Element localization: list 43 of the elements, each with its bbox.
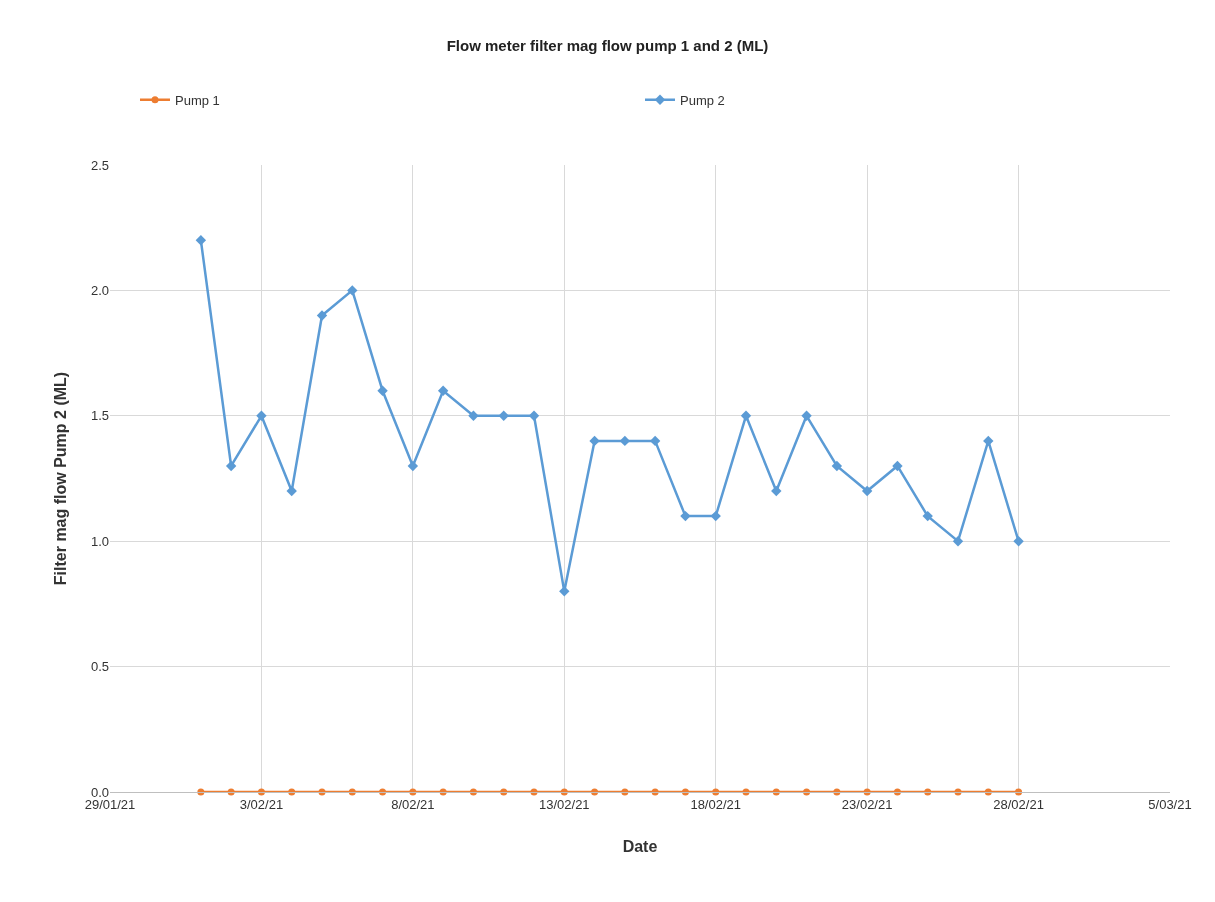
- y-tick-label: 1.0: [90, 533, 109, 549]
- point: [771, 485, 782, 497]
- y-tick-label: 0.5: [90, 659, 109, 675]
- point: [286, 485, 297, 497]
- point: [589, 435, 600, 447]
- point: [983, 435, 994, 447]
- point: [680, 510, 691, 522]
- chart-title: Flow meter filter mag flow pump 1 and 2 (ML): [446, 37, 769, 55]
- point: [740, 410, 752, 421]
- point: [195, 235, 207, 246]
- x-axis-title: Date: [622, 838, 658, 856]
- point: [437, 385, 449, 396]
- x-tick-label: 5/03/21: [1148, 796, 1192, 812]
- point: [407, 460, 419, 472]
- point: [710, 510, 721, 522]
- point: [892, 460, 903, 472]
- point: [559, 586, 570, 597]
- point: [225, 460, 237, 472]
- point: [347, 285, 358, 296]
- x-tick-label: 3/02/21: [239, 796, 284, 812]
- x-tick-label: 13/02/21: [538, 796, 590, 812]
- legend-label: Pump 2: [680, 92, 725, 108]
- y-tick-label: 2.0: [90, 282, 109, 298]
- point: [952, 536, 964, 547]
- x-tick-label: 8/02/21: [391, 796, 435, 812]
- point: [498, 410, 509, 421]
- point: [468, 410, 479, 421]
- x-tick-label: 28/02/21: [993, 796, 1044, 812]
- point: [922, 510, 933, 522]
- x-tick-label: 18/02/21: [690, 796, 742, 812]
- point: [528, 410, 540, 421]
- point: [256, 410, 267, 421]
- y-tick-label: 1.5: [90, 408, 109, 424]
- point: [801, 410, 812, 421]
- point: [316, 310, 328, 321]
- point: [1013, 536, 1024, 547]
- x-tick-label: 23/02/21: [841, 796, 893, 812]
- legend-label: Pump 1: [175, 92, 220, 108]
- y-axis-title: Filter mag flow Pump 2 (ML): [51, 371, 69, 586]
- y-tick-label: 2.5: [90, 157, 109, 173]
- point: [861, 485, 873, 497]
- point: [377, 385, 388, 396]
- point: [831, 460, 843, 472]
